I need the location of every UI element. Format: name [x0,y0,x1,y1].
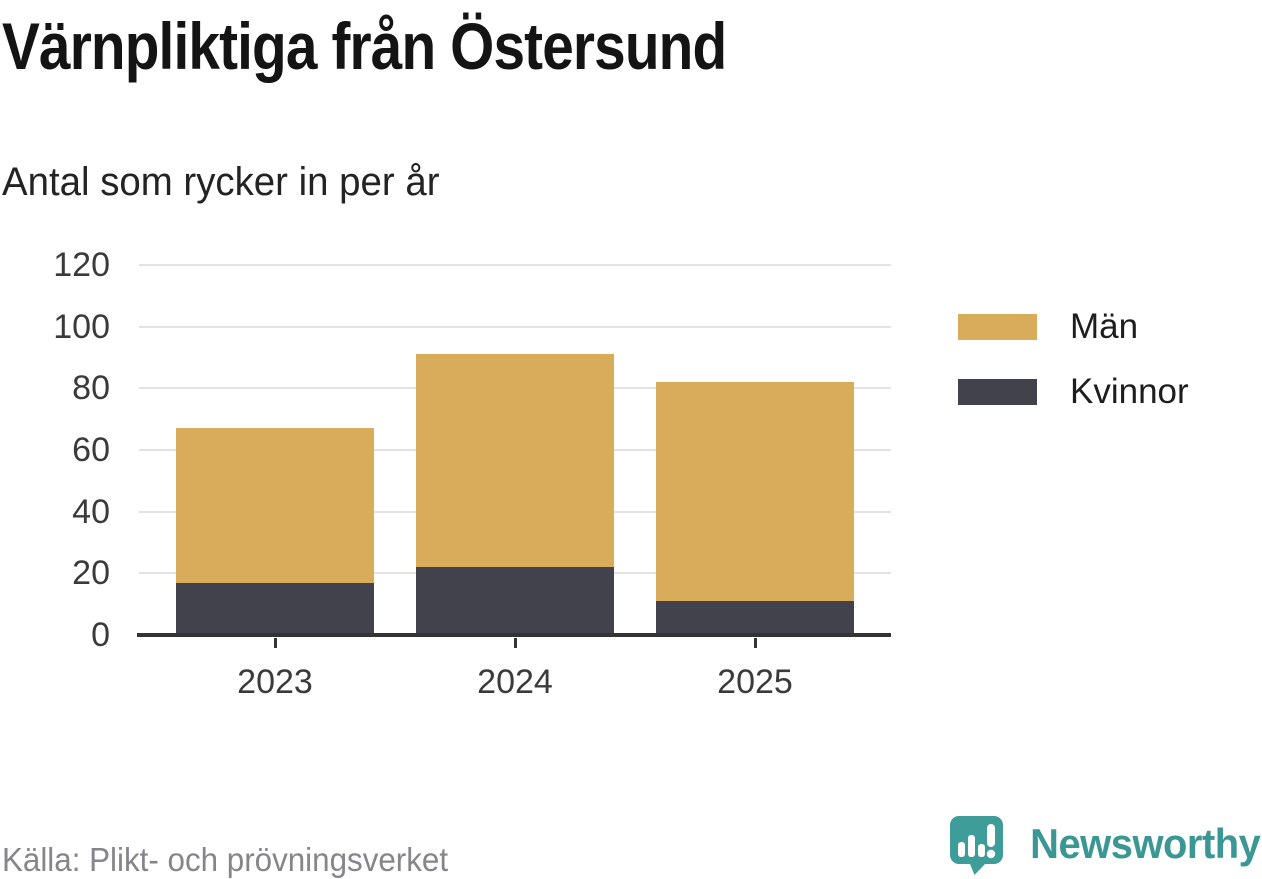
x-tick-label-2025: 2025 [717,663,793,701]
y-tick-label-120: 120 [53,246,110,284]
x-axis-tick-2023 [273,638,277,648]
newsworthy-logo-icon [945,813,1007,875]
bar-2023-kvinnor [176,582,374,635]
bar-2024-män [416,354,614,568]
chart-title: Värnpliktiga från Östersund [2,9,727,83]
y-tick-label-100: 100 [53,307,110,346]
x-axis-line [137,633,891,637]
legend-label-kvinnor: Kvinnor [1070,372,1189,411]
x-axis-tick-2024 [513,638,517,648]
x-axis-labels: 2023 2024 2025 [139,663,891,703]
legend-swatch-män [958,313,1037,340]
y-tick-label-0: 0 [91,616,110,654]
x-tick-label-2024: 2024 [477,663,553,701]
y-axis-labels: 0 20 40 60 80 100 120 [30,248,110,652]
y-tick-label-60: 60 [72,431,110,469]
newsworthy-logo-text: Newsworthy [1029,820,1261,867]
gridline-120 [139,264,891,266]
gridline-100 [139,325,891,328]
legend-item-män: Män [958,309,1189,344]
legend-swatch-kvinnor [958,378,1037,405]
chart-subtitle: Antal som rycker in per år [2,160,440,204]
x-tick-label-2023: 2023 [237,663,313,701]
y-tick-label-20: 20 [72,554,110,593]
legend-label-män: Män [1070,307,1139,346]
y-tick-label-80: 80 [72,369,110,408]
legend: Män Kvinnor [958,309,1189,409]
y-tick-label-40: 40 [72,492,110,531]
plot-area [137,264,891,648]
x-axis-tick-2025 [753,638,757,648]
bar-2025-kvinnor [656,601,854,635]
newsworthy-logo: Newsworthy [945,813,1260,875]
bar-2025-män [656,382,854,602]
source-note: Källa: Plikt- och prövningsverket [2,841,449,878]
bar-2024-kvinnor [416,567,614,635]
legend-item-kvinnor: Kvinnor [958,374,1189,409]
bar-2023-män [176,428,374,583]
